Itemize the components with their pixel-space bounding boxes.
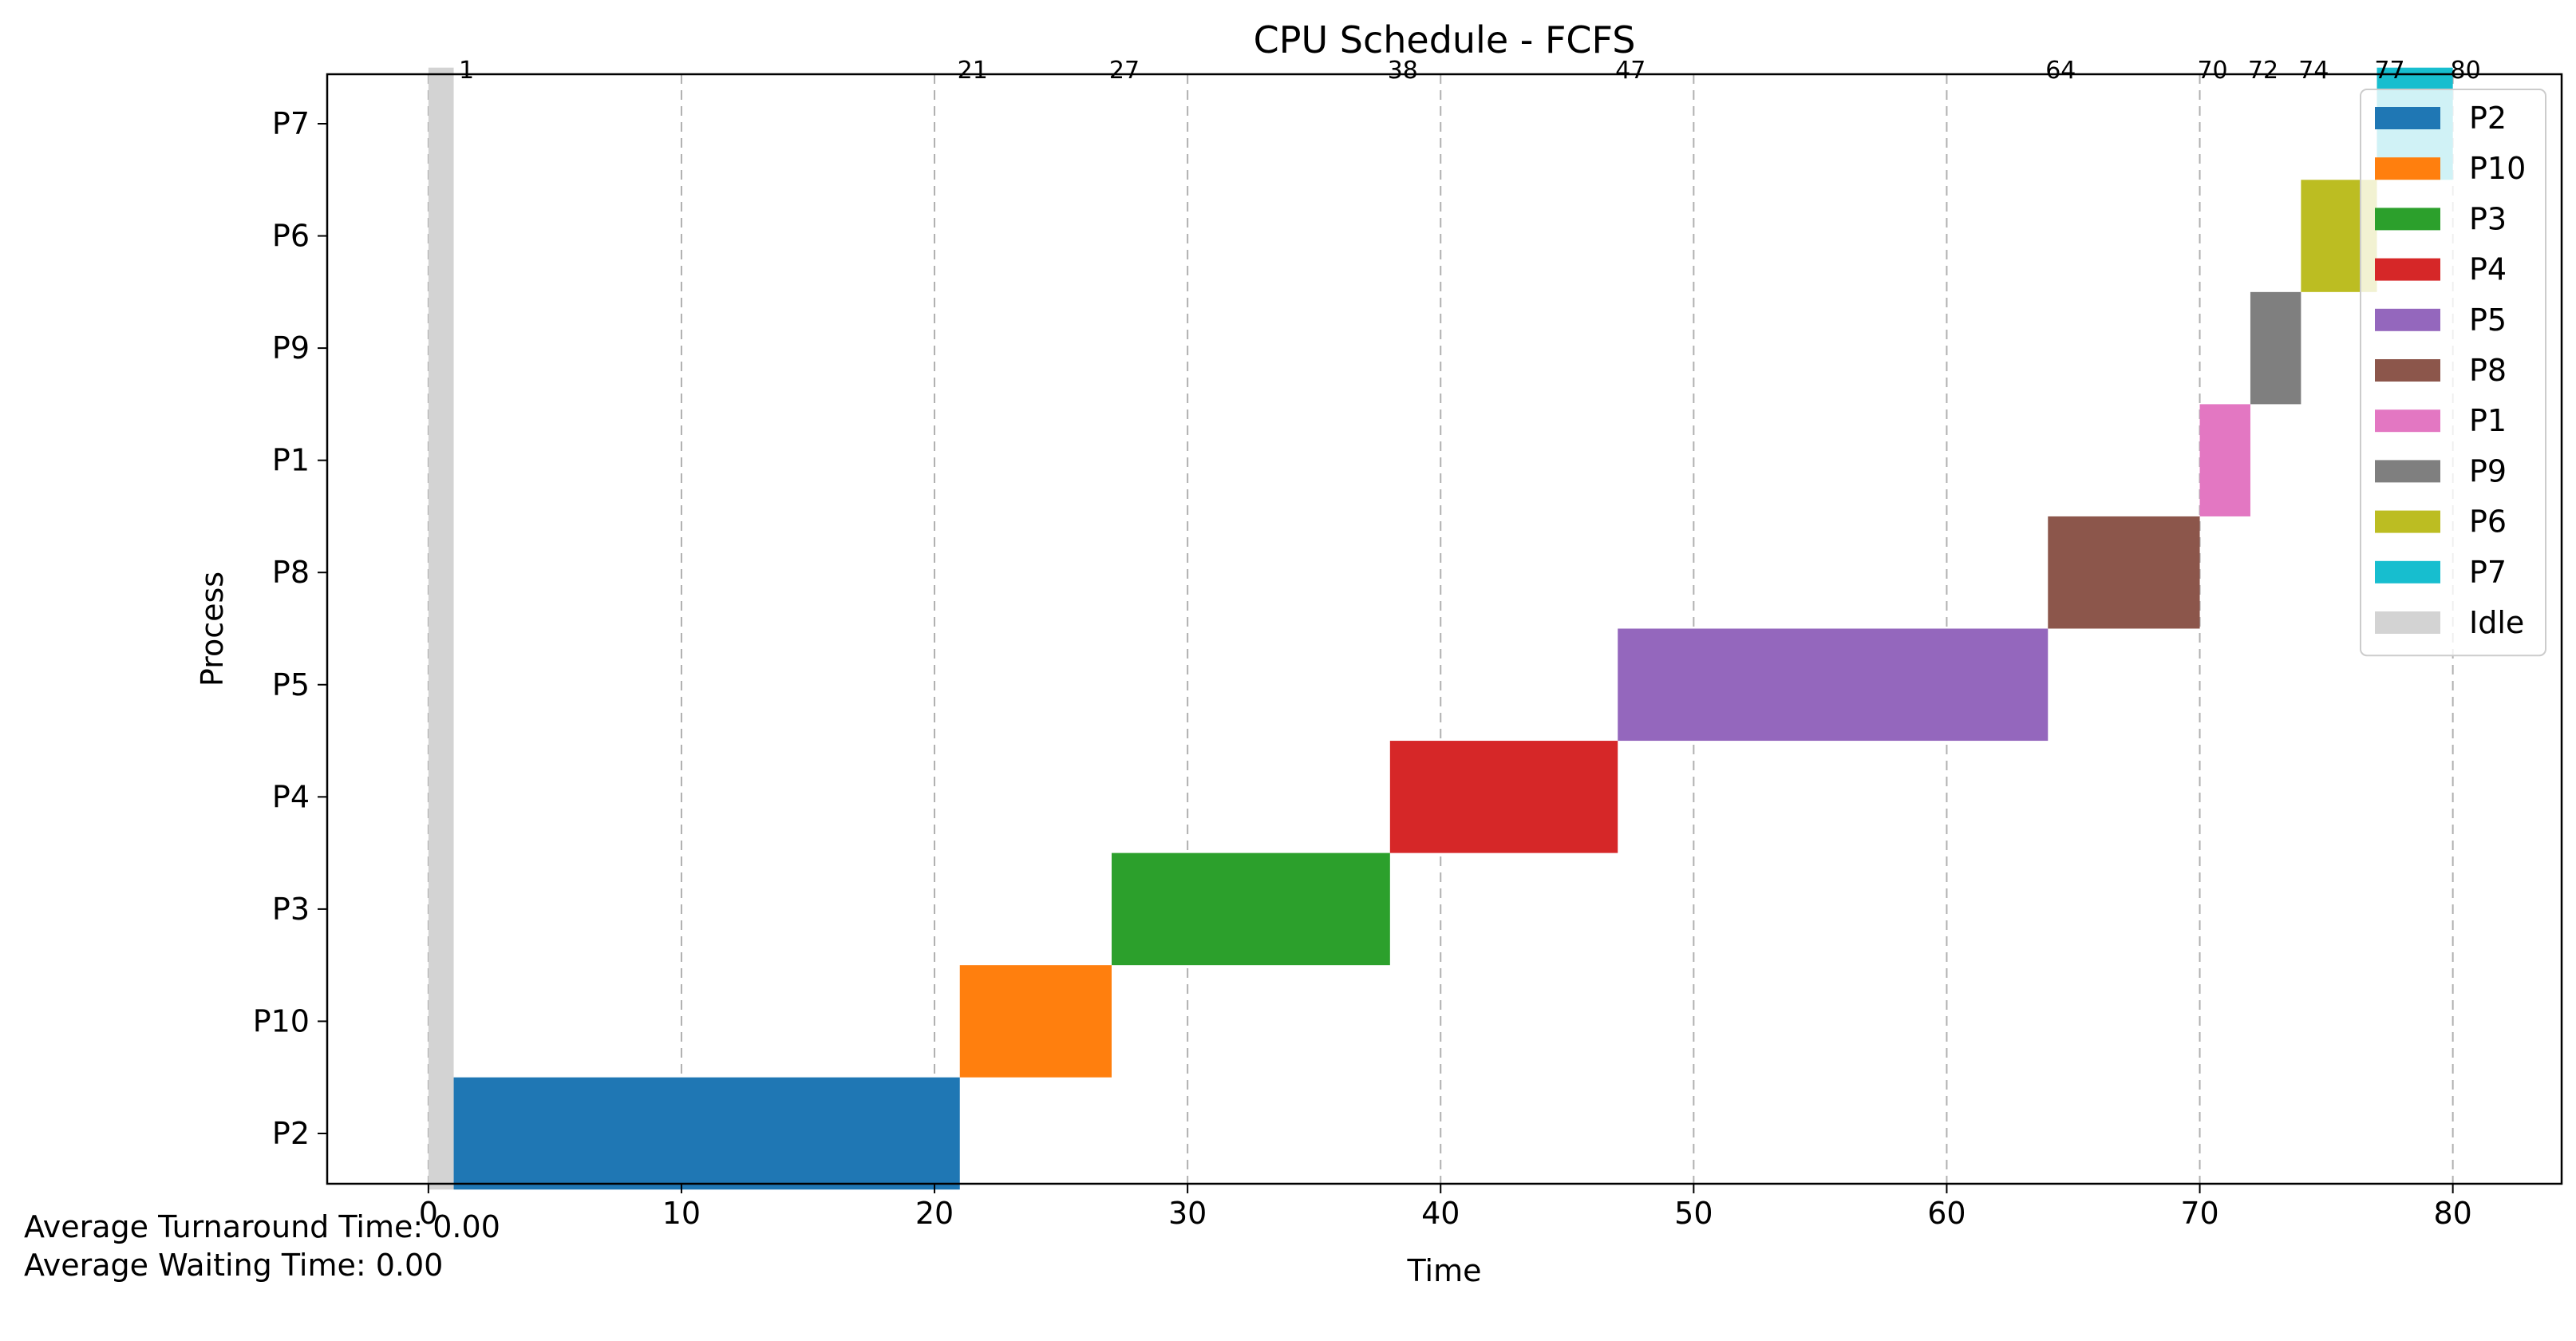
legend-swatch-p5 — [2375, 308, 2440, 331]
average-turnaround-time: Average Turnaround Time: 0.00 — [24, 1209, 500, 1244]
y-tick-label-p6: P6 — [272, 219, 310, 254]
legend-swatch-p10 — [2375, 157, 2440, 180]
legend-swatch-p9 — [2375, 460, 2440, 483]
time-marker-27: 27 — [1109, 57, 1140, 85]
bar-p1 — [2199, 404, 2250, 516]
grid-lines — [427, 74, 2454, 1184]
x-tick-label-10: 10 — [662, 1196, 701, 1231]
y-tick-label-p9: P9 — [272, 330, 310, 366]
legend-label-p6: P6 — [2469, 504, 2507, 540]
legend-swatch-p7 — [2375, 560, 2440, 583]
idle-bar — [428, 67, 454, 1190]
legend-label-p4: P4 — [2469, 252, 2507, 287]
x-tick-label-80: 80 — [2433, 1196, 2471, 1231]
y-axis-label: Process — [195, 572, 230, 686]
x-axis-label: Time — [1407, 1253, 1482, 1288]
bar-p5 — [1618, 628, 2049, 742]
time-marker-72: 72 — [2248, 57, 2278, 85]
y-tick-label-p8: P8 — [272, 555, 310, 590]
average-waiting-time: Average Waiting Time: 0.00 — [24, 1248, 443, 1283]
axis-ticks: 0 10 20 30 40 50 60 70 80 P2 P10 P3 P4 P5 P8 P1 P9 P6 P7 — [253, 106, 2472, 1231]
bar-p8 — [2048, 516, 2200, 629]
legend-swatch-p3 — [2375, 208, 2440, 231]
time-marker-80: 80 — [2451, 57, 2481, 85]
legend-swatch-p8 — [2375, 359, 2440, 382]
x-tick-label-40: 40 — [1421, 1196, 1460, 1231]
bar-p3 — [1112, 852, 1390, 966]
x-tick-label-70: 70 — [2180, 1196, 2218, 1231]
time-marker-74: 74 — [2298, 57, 2329, 85]
y-tick-label-p10: P10 — [253, 1003, 310, 1038]
x-tick-label-60: 60 — [1927, 1196, 1966, 1231]
time-marker-70: 70 — [2197, 57, 2227, 85]
time-marker-77: 77 — [2374, 57, 2404, 85]
chart-title: CPU Schedule - FCFS — [1254, 18, 1636, 61]
y-tick-label-p5: P5 — [272, 667, 310, 702]
bar-p4 — [1389, 741, 1618, 853]
legend-swatch-p2 — [2375, 107, 2440, 129]
legend-label-p9: P9 — [2469, 453, 2507, 489]
x-tick-label-30: 30 — [1168, 1196, 1207, 1231]
y-tick-label-p1: P1 — [272, 443, 310, 478]
plot-frame — [326, 73, 2563, 1185]
time-marker-47: 47 — [1615, 57, 1646, 85]
y-tick-label-p7: P7 — [272, 106, 310, 141]
legend-swatch-p4 — [2375, 258, 2440, 281]
bar-p9 — [2250, 291, 2301, 405]
x-tick-label-50: 50 — [1674, 1196, 1713, 1231]
time-marker-38: 38 — [1388, 57, 1418, 85]
y-tick-label-p2: P2 — [272, 1116, 310, 1151]
legend-label-p5: P5 — [2469, 303, 2507, 338]
legend-label-p3: P3 — [2469, 201, 2507, 236]
legend-swatch-p6 — [2375, 510, 2440, 533]
time-marker-64: 64 — [2045, 57, 2076, 85]
time-marker-1: 1 — [459, 57, 474, 85]
bar-p10 — [959, 965, 1112, 1078]
legend-label-p8: P8 — [2469, 353, 2507, 388]
legend-swatch-idle — [2375, 611, 2440, 634]
x-tick-label-0: 0 — [419, 1196, 438, 1231]
time-marker-21: 21 — [958, 57, 988, 85]
legend-label-p2: P2 — [2469, 101, 2507, 136]
y-tick-label-p4: P4 — [272, 779, 310, 814]
y-tick-label-p3: P3 — [272, 892, 310, 927]
legend-label-p10: P10 — [2469, 151, 2526, 186]
bar-p2 — [453, 1077, 960, 1190]
legend-label-p1: P1 — [2469, 403, 2507, 438]
legend-label-p7: P7 — [2469, 555, 2507, 590]
legend-label-idle: Idle — [2469, 605, 2524, 640]
legend: P2 P10 P3 P4 P5 P8 P1 P9 P6 P7 Idle — [2360, 89, 2546, 657]
x-tick-label-20: 20 — [915, 1196, 954, 1231]
gantt-bars — [428, 67, 2453, 1190]
legend-swatch-p1 — [2375, 409, 2440, 433]
time-marker-labels: 1 21 27 38 47 64 70 72 74 77 80 — [459, 57, 2481, 85]
